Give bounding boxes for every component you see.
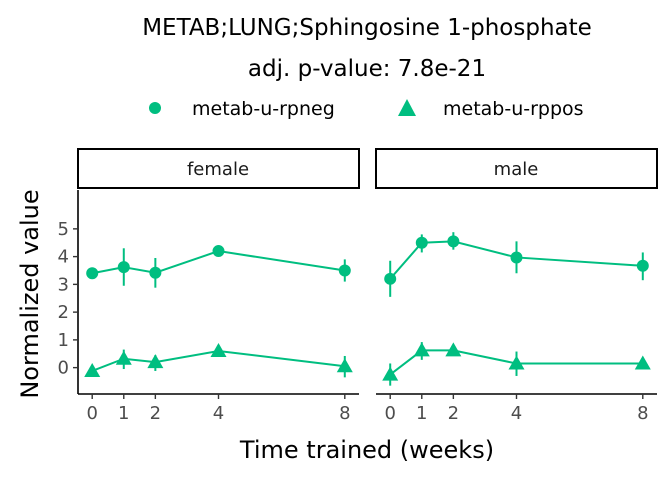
y-axis-title: Normalized value bbox=[16, 189, 44, 398]
x-tick-label: 4 bbox=[511, 403, 522, 424]
x-axis-title: Time trained (weeks) bbox=[239, 436, 494, 464]
strip-label-male: male bbox=[494, 159, 539, 180]
legend-label-rpneg: metab-u-rpneg bbox=[192, 98, 335, 120]
legend-triangle-marker bbox=[398, 99, 416, 116]
data-point-triangle bbox=[508, 355, 525, 370]
y-tick-label: 1 bbox=[58, 330, 69, 351]
data-point-triangle bbox=[147, 354, 164, 369]
x-tick-label: 0 bbox=[384, 403, 395, 424]
data-point-triangle bbox=[445, 342, 462, 357]
data-point-triangle bbox=[210, 342, 227, 357]
data-point-circle bbox=[636, 259, 649, 272]
data-point-circle bbox=[212, 245, 225, 258]
data-point-triangle bbox=[382, 366, 399, 381]
x-tick-label: 2 bbox=[150, 403, 161, 424]
legend: metab-u-rpneg metab-u-rppos bbox=[149, 98, 584, 120]
data-point-circle bbox=[338, 264, 351, 277]
y-tick-label: 4 bbox=[58, 247, 69, 268]
chart-subtitle: adj. p-value: 7.8e-21 bbox=[248, 56, 486, 82]
data-point-triangle bbox=[115, 350, 132, 365]
x-tick-label: 1 bbox=[118, 403, 129, 424]
data-point-circle bbox=[149, 266, 162, 279]
y-tick-label: 5 bbox=[58, 219, 69, 240]
legend-label-rppos: metab-u-rppos bbox=[443, 98, 584, 120]
y-axis: 0 1 2 3 4 5 bbox=[58, 190, 79, 394]
x-tick-label: 4 bbox=[213, 403, 224, 424]
strip-label-female: female bbox=[187, 159, 249, 180]
y-tick-label: 2 bbox=[58, 302, 69, 323]
data-point-circle bbox=[384, 272, 397, 285]
x-tick-label: 8 bbox=[637, 403, 648, 424]
strip-male bbox=[375, 148, 658, 189]
x-tick-label: 1 bbox=[416, 403, 427, 424]
y-tick-label: 3 bbox=[58, 274, 69, 295]
data-point-triangle bbox=[413, 342, 430, 357]
data-point-circle bbox=[510, 251, 523, 264]
data-point-circle bbox=[447, 235, 460, 248]
y-tick-label: 0 bbox=[58, 358, 69, 379]
chart-title: METAB;LUNG;Sphingosine 1-phosphate bbox=[142, 15, 592, 41]
strip-female bbox=[77, 148, 360, 189]
x-tick-label: 0 bbox=[86, 403, 97, 424]
x-tick-label: 8 bbox=[339, 403, 350, 424]
data-point-circle bbox=[86, 267, 99, 280]
data-point-triangle bbox=[336, 358, 353, 373]
data-point-triangle bbox=[634, 355, 651, 370]
data-point-circle bbox=[415, 236, 428, 249]
data-point-circle bbox=[117, 261, 130, 274]
data-point-triangle bbox=[84, 362, 101, 377]
x-tick-label: 2 bbox=[448, 403, 459, 424]
legend-circle-marker bbox=[149, 102, 161, 114]
